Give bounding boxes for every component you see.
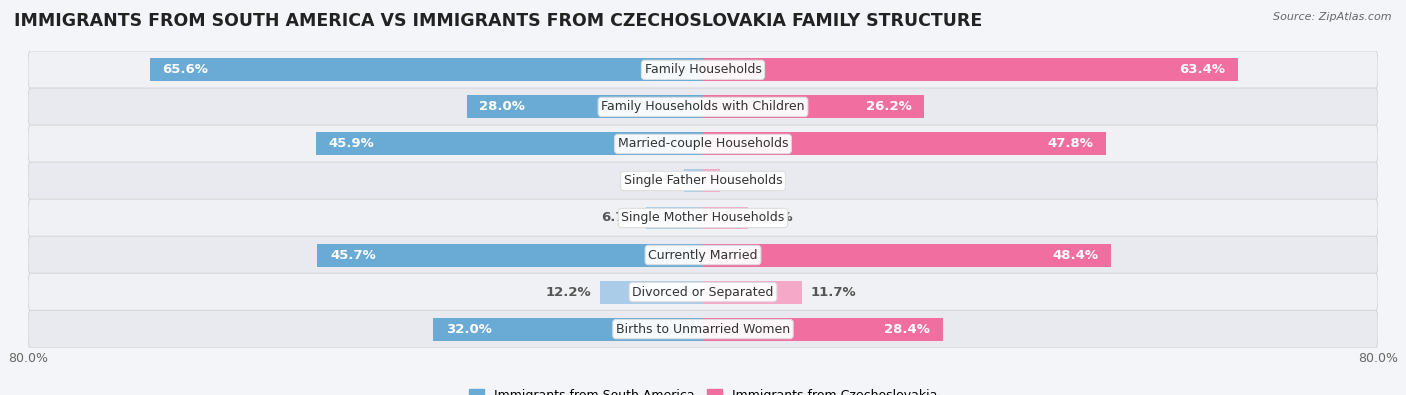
Text: Currently Married: Currently Married <box>648 248 758 261</box>
Text: 2.0%: 2.0% <box>728 175 765 188</box>
Bar <box>600 280 703 303</box>
Text: 28.0%: 28.0% <box>479 100 526 113</box>
Text: Family Households with Children: Family Households with Children <box>602 100 804 113</box>
Bar <box>703 58 1237 81</box>
FancyBboxPatch shape <box>28 199 1378 237</box>
FancyBboxPatch shape <box>28 125 1378 163</box>
Text: 11.7%: 11.7% <box>810 286 856 299</box>
Bar <box>149 58 703 81</box>
Legend: Immigrants from South America, Immigrants from Czechoslovakia: Immigrants from South America, Immigrant… <box>464 384 942 395</box>
Bar <box>703 169 720 192</box>
Bar <box>703 132 1107 155</box>
Bar <box>318 244 703 267</box>
Text: 5.3%: 5.3% <box>756 211 793 224</box>
Text: Single Father Households: Single Father Households <box>624 175 782 188</box>
Bar <box>703 280 801 303</box>
Text: 63.4%: 63.4% <box>1180 63 1225 76</box>
Text: 65.6%: 65.6% <box>162 63 208 76</box>
Text: Married-couple Households: Married-couple Households <box>617 137 789 150</box>
Text: 47.8%: 47.8% <box>1047 137 1094 150</box>
Bar <box>703 244 1111 267</box>
Text: Divorced or Separated: Divorced or Separated <box>633 286 773 299</box>
Text: Family Households: Family Households <box>644 63 762 76</box>
Text: IMMIGRANTS FROM SOUTH AMERICA VS IMMIGRANTS FROM CZECHOSLOVAKIA FAMILY STRUCTURE: IMMIGRANTS FROM SOUTH AMERICA VS IMMIGRA… <box>14 12 983 30</box>
Text: 45.7%: 45.7% <box>330 248 375 261</box>
Bar <box>703 318 942 340</box>
Bar <box>467 96 703 118</box>
FancyBboxPatch shape <box>28 88 1378 126</box>
FancyBboxPatch shape <box>28 273 1378 311</box>
Text: Births to Unmarried Women: Births to Unmarried Women <box>616 323 790 336</box>
Text: Source: ZipAtlas.com: Source: ZipAtlas.com <box>1274 12 1392 22</box>
Text: 12.2%: 12.2% <box>546 286 592 299</box>
Text: 32.0%: 32.0% <box>446 323 492 336</box>
Bar <box>316 132 703 155</box>
Text: 48.4%: 48.4% <box>1053 248 1098 261</box>
Bar <box>433 318 703 340</box>
Bar <box>703 207 748 229</box>
FancyBboxPatch shape <box>28 162 1378 200</box>
Bar <box>683 169 703 192</box>
Text: 2.3%: 2.3% <box>638 175 675 188</box>
Text: 6.7%: 6.7% <box>602 211 638 224</box>
Text: 28.4%: 28.4% <box>884 323 929 336</box>
FancyBboxPatch shape <box>28 310 1378 348</box>
Text: 26.2%: 26.2% <box>866 100 911 113</box>
FancyBboxPatch shape <box>28 51 1378 89</box>
Bar <box>703 96 924 118</box>
Text: Single Mother Households: Single Mother Households <box>621 211 785 224</box>
Bar <box>647 207 703 229</box>
Text: 45.9%: 45.9% <box>329 137 374 150</box>
FancyBboxPatch shape <box>28 236 1378 274</box>
